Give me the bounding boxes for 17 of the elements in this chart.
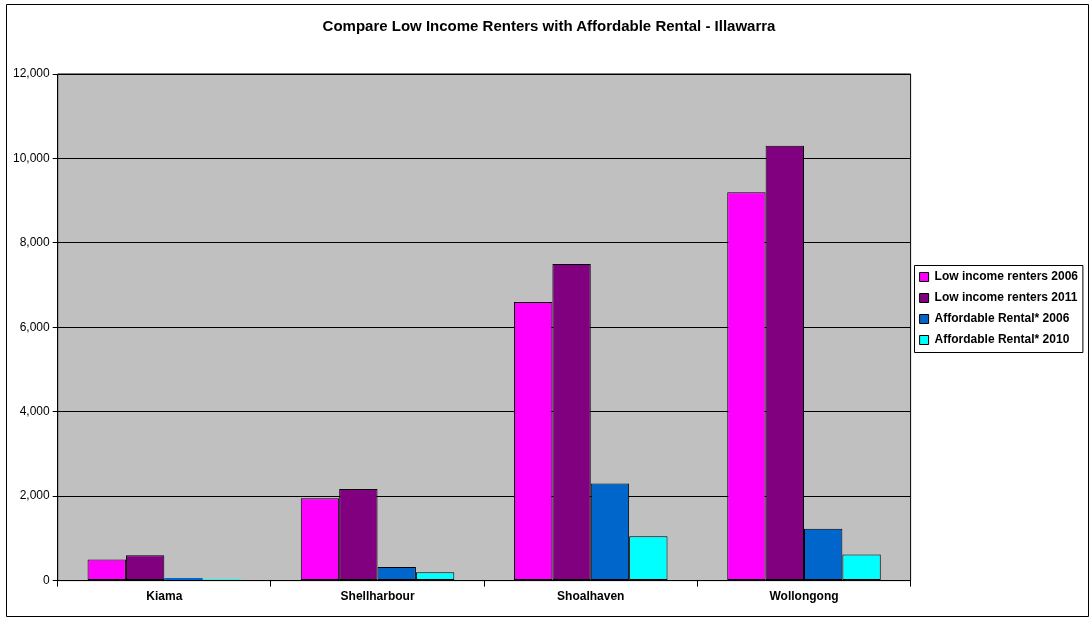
legend-label: Low income renters 2006 [934, 269, 1079, 284]
y-tick-label: 0 [43, 572, 51, 587]
legend-label: Low income renters 2011 [934, 290, 1078, 305]
y-tick-label: 4,000 [19, 404, 51, 419]
bar [164, 578, 203, 581]
y-tick-label: 2,000 [19, 488, 51, 503]
y-tick-label: 12,000 [13, 66, 51, 81]
chart-title: Compare Low Income Renters with Affordable Rental - Illawarra [322, 17, 777, 35]
x-tick-label: Wollongong [769, 589, 839, 604]
legend-label: Affordable Rental* 2006 [934, 311, 1070, 326]
legend-label: Affordable Rental* 2010 [934, 332, 1070, 347]
y-tick-label: 8,000 [19, 235, 51, 250]
x-tick-label: Shoalhaven [557, 589, 625, 604]
x-tick-label: Shellharbour [340, 589, 415, 604]
y-tick-label: 6,000 [19, 319, 51, 334]
x-tick-label: Kiama [146, 589, 183, 604]
y-tick-label: 10,000 [13, 150, 51, 165]
